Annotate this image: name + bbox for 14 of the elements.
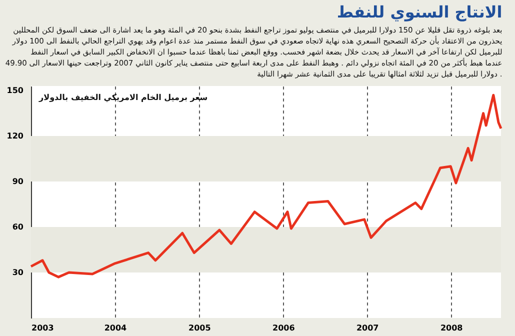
chart-title: الانتاج السنوي للنفط: [336, 2, 502, 22]
x-tick-label: 2008: [440, 324, 464, 332]
x-tick-label: 2007: [356, 324, 379, 332]
y-tick-label: 90: [12, 177, 24, 186]
x-tick-label: 2003: [32, 324, 54, 332]
line-series: [30, 94, 502, 278]
y-tick-label: 120: [6, 132, 24, 141]
y-tick-label: 150: [6, 86, 24, 96]
x-tick-label: 2006: [272, 324, 296, 332]
y-axis-title: سعر برميل الخام الامريكي الخفيف بالدولار: [38, 93, 208, 102]
y-tick-label: 60: [12, 222, 24, 232]
y-tick-label: 30: [12, 268, 24, 278]
x-tick-label: 2005: [188, 324, 212, 332]
x-tick-label: 2004: [104, 324, 128, 332]
